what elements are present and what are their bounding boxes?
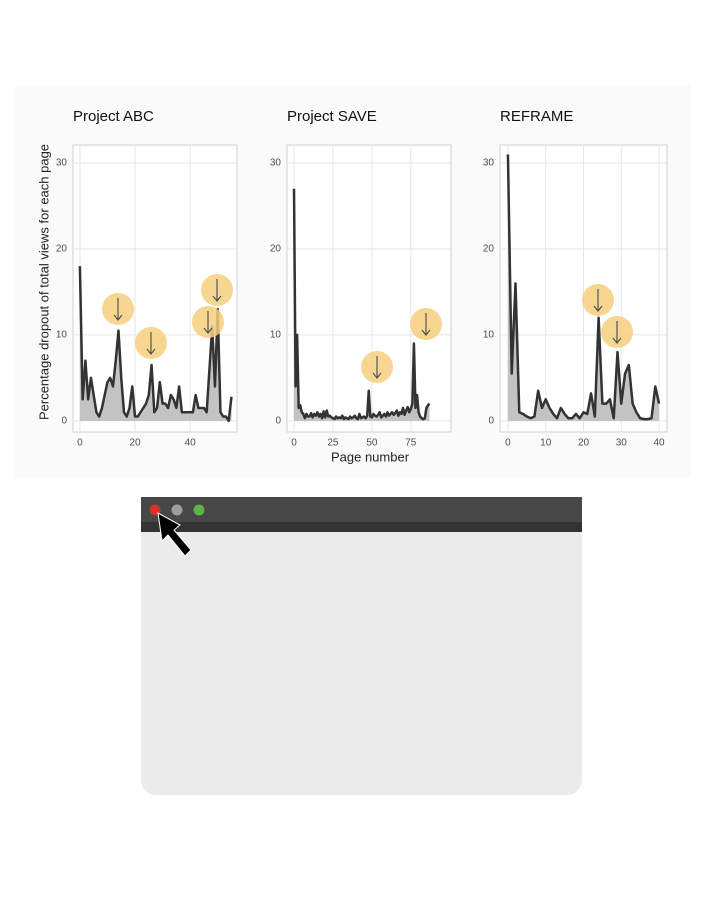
area xyxy=(79,266,232,421)
x-tick-label: 50 xyxy=(366,438,378,449)
y-tick-label: 30 xyxy=(56,158,68,169)
y-tick-label: 20 xyxy=(56,244,68,255)
mouse-cursor xyxy=(157,512,192,557)
x-tick-label: 20 xyxy=(578,438,590,449)
y-tick-label: 0 xyxy=(488,415,494,426)
y-tick-label: 10 xyxy=(56,330,68,341)
annotation-marker xyxy=(135,327,167,359)
annotation-marker xyxy=(582,284,614,316)
annotation-marker xyxy=(201,274,233,306)
x-tick-label: 0 xyxy=(505,438,511,449)
chart-title: Project SAVE xyxy=(287,108,377,125)
x-tick-label: 0 xyxy=(291,438,297,449)
y-tick-label: 0 xyxy=(61,415,67,426)
annotation-marker xyxy=(192,306,224,338)
y-tick-label: 10 xyxy=(483,330,495,341)
line xyxy=(78,266,233,423)
annotation-marker xyxy=(410,308,442,340)
y-tick-label: 20 xyxy=(483,244,495,255)
browser-title-bar xyxy=(141,497,582,523)
y-tick-label: 10 xyxy=(270,330,282,341)
y-tick-label: 0 xyxy=(275,415,281,426)
browser-body xyxy=(141,497,582,795)
chart-title: REFRAME xyxy=(500,108,573,125)
annotation-marker xyxy=(601,316,633,348)
x-tick-label: 40 xyxy=(654,438,666,449)
chart-title: Project ABC xyxy=(73,108,154,125)
minimize-button[interactable] xyxy=(171,504,183,516)
line xyxy=(506,154,661,421)
y-axis-label: Percentage dropout of total views for ea… xyxy=(36,144,51,420)
x-tick-label: 40 xyxy=(185,438,197,449)
x-axis-label: Page number xyxy=(331,449,410,464)
browser-window xyxy=(141,497,582,795)
x-tick-label: 75 xyxy=(405,438,417,449)
y-tick-label: 20 xyxy=(270,244,282,255)
annotations xyxy=(102,274,633,383)
x-tick-label: 0 xyxy=(77,438,83,449)
plots: Project ABC 0 10 20 30 0 20 40 Project SAVE 0 10 20… xyxy=(56,108,668,449)
x-tick-label: 30 xyxy=(616,438,628,449)
x-tick-label: 20 xyxy=(129,438,141,449)
x-tick-label: 25 xyxy=(327,438,339,449)
browser-toolbar xyxy=(141,522,582,532)
y-tick-label: 30 xyxy=(270,158,282,169)
line xyxy=(292,188,431,421)
annotation-marker xyxy=(361,351,393,383)
x-tick-label: 10 xyxy=(540,438,552,449)
annotation-marker xyxy=(102,293,134,325)
y-tick-label: 30 xyxy=(483,158,495,169)
maximize-button[interactable] xyxy=(193,504,205,516)
plot-panel xyxy=(286,144,452,433)
